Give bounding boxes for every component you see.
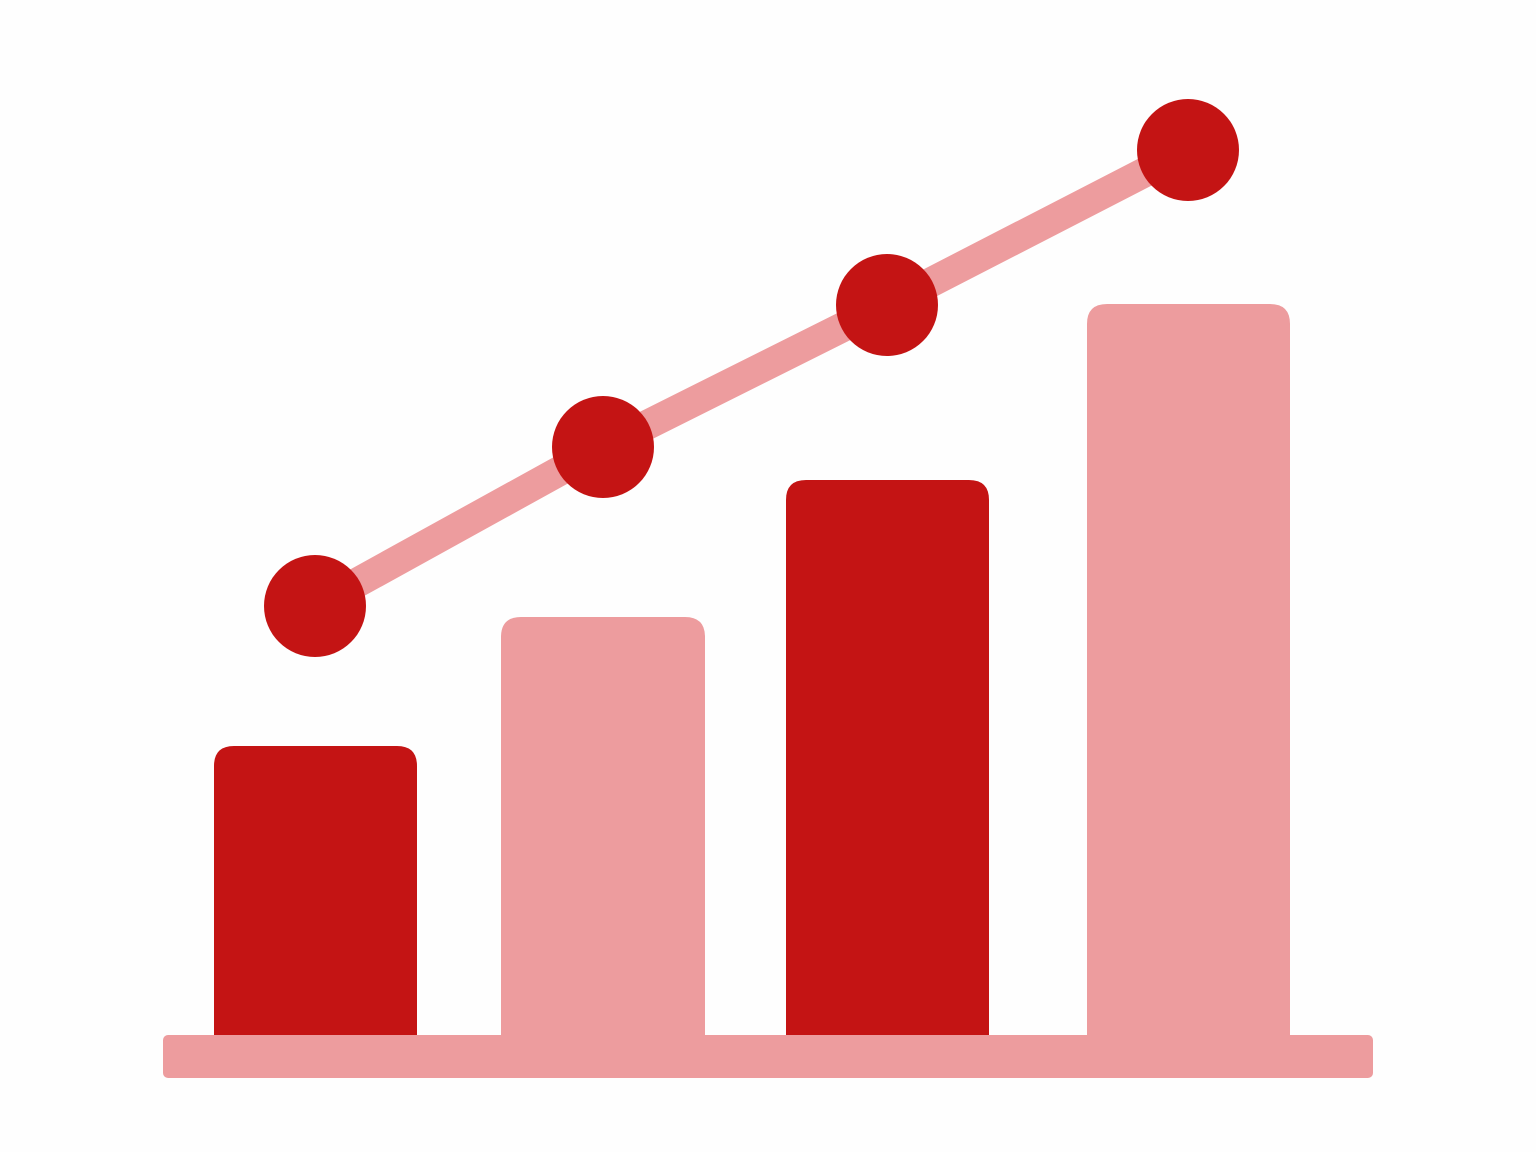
bar bbox=[501, 617, 705, 1035]
trend-point bbox=[836, 254, 938, 356]
bar bbox=[214, 746, 417, 1035]
baseline bbox=[163, 1035, 1373, 1078]
trend-line bbox=[307, 136, 1195, 620]
trend-point bbox=[1137, 99, 1239, 201]
trend-point bbox=[264, 555, 366, 657]
trend-point bbox=[552, 396, 654, 498]
bar bbox=[786, 480, 989, 1035]
bar bbox=[1087, 304, 1290, 1035]
